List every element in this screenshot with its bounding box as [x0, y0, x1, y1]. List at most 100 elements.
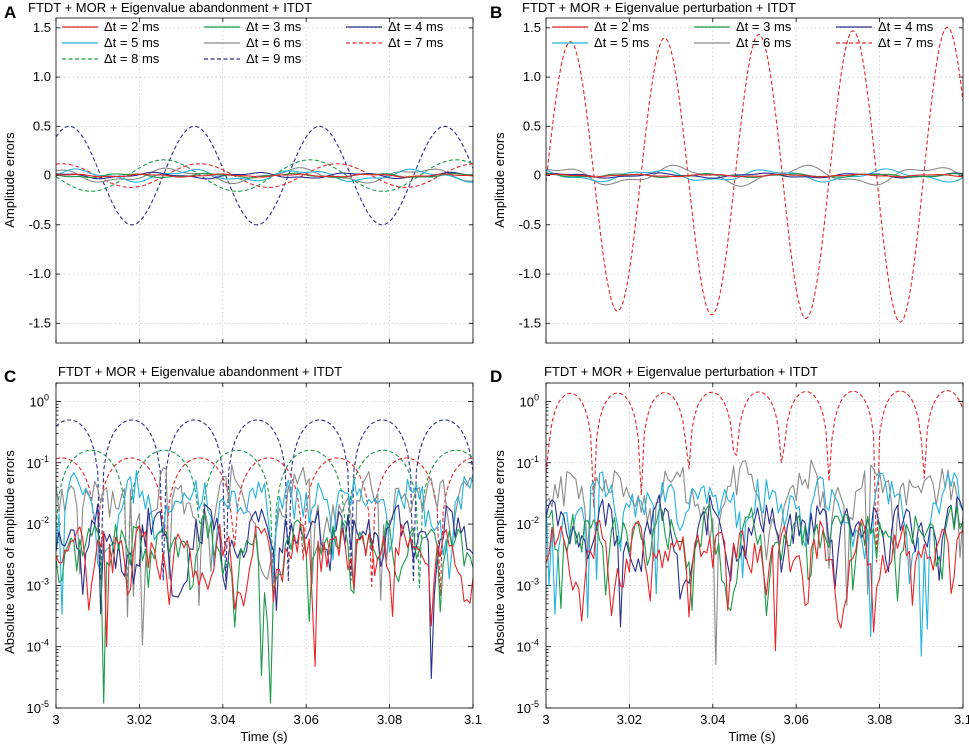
panel-a-axes-frame — [55, 17, 474, 344]
panel-a-legend-label-dt5: Δt = 5 ms — [104, 35, 160, 50]
panel-d-xtick-label: 3.06 — [784, 712, 809, 727]
panel-c-ytick-label: 10-5 — [27, 699, 49, 716]
panel-b-series-dt7 — [546, 26, 963, 323]
panel-d-series-dt3 — [546, 503, 963, 616]
panel-a-series-group — [56, 125, 473, 226]
panel-c-xtick-label: 3.02 — [127, 712, 152, 727]
panel-d-letter: D — [490, 367, 502, 386]
panel-b-ytick-label: 0.5 — [523, 118, 541, 133]
panel-a-ytick-label: -1.0 — [29, 266, 51, 281]
panel-b-series-group — [546, 26, 963, 323]
panel-c-series-dt8 — [56, 449, 473, 589]
panel-d-ytick-label: 10-4 — [517, 638, 539, 655]
panel-b-ytick-label: -0.5 — [519, 217, 541, 232]
panel-b-axes-frame — [545, 17, 964, 344]
panel-d-series-group — [546, 390, 963, 666]
panel-a: A FTDT + MOR + Eigenvalue abandonment + … — [2, 0, 474, 344]
panel-a-series-dt7 — [56, 163, 473, 188]
panel-c-ytick-label: 10-3 — [27, 576, 49, 593]
panel-a-series-dt5 — [56, 168, 473, 183]
panel-d-title: FTDT + MOR + Eigenvalue perturbation + I… — [544, 364, 818, 379]
panel-a-ytick-label: 1.0 — [33, 69, 51, 84]
panel-b-ytick-label: -1.0 — [519, 266, 541, 281]
panel-c-series-dt2 — [56, 523, 473, 667]
panel-a-series-dt8 — [56, 159, 473, 192]
panel-c-xtick-label: 3.08 — [377, 712, 402, 727]
panel-d-ytick-label: 100 — [520, 392, 539, 409]
panel-c-letter: C — [4, 367, 16, 386]
panel-d-xtick-label: 3.1 — [954, 712, 969, 727]
panel-c-ytick-label: 10-4 — [27, 638, 49, 655]
panel-b-legend-label-dt4: Δt = 4 ms — [878, 19, 934, 34]
panel-c: C FTDT + MOR + Eigenvalue abandonment + … — [2, 364, 482, 744]
panel-a-legend-label-dt7: Δt = 7 ms — [388, 35, 444, 50]
panel-b-legend-label-dt7: Δt = 7 ms — [878, 35, 934, 50]
panel-b: B FTDT + MOR + Eigenvalue perturbation +… — [490, 0, 964, 344]
panel-c-xlabel: Time (s) — [240, 729, 287, 744]
panel-d-ytick-label: 10-2 — [517, 515, 539, 532]
panel-a-letter: A — [4, 3, 16, 22]
panel-d-ytick-label: 10-3 — [517, 576, 539, 593]
panel-c-series-dt4 — [56, 503, 473, 680]
panel-d-xtick-label: 3.04 — [700, 712, 725, 727]
panel-c-xtick-label: 3 — [52, 712, 59, 727]
panel-b-series-dt2 — [546, 173, 963, 178]
panel-b-ytick-label: 1.0 — [523, 69, 541, 84]
panel-d-series-dt4 — [546, 494, 963, 628]
panel-d-xtick-label: 3 — [542, 712, 549, 727]
panel-b-legend-label-dt6: Δt = 6 ms — [736, 35, 792, 50]
panel-a-legend-label-dt2: Δt = 2 ms — [104, 19, 160, 34]
panel-d-ytick-label: 10-1 — [517, 454, 539, 471]
panel-c-series-group — [56, 419, 473, 704]
panel-c-xtick-label: 3.1 — [464, 712, 482, 727]
panel-d-axes-frame — [545, 382, 964, 709]
panel-c-series-dt3 — [56, 514, 473, 704]
panel-c-series-dt9 — [56, 419, 473, 582]
panel-b-ytick-label: 0 — [534, 168, 541, 183]
panel-a-ylabel: Amplitude errors — [2, 132, 17, 228]
panel-c-ylabel: Absolute values of amplitude errors — [2, 450, 17, 654]
panel-d-ylabel: Absolute values of amplitude errors — [492, 450, 507, 654]
panel-b-series-dt4 — [546, 172, 963, 179]
panel-b-series-dt3 — [546, 173, 963, 179]
panel-c-ytick-label: 100 — [30, 392, 49, 409]
panel-d-xtick-label: 3.08 — [867, 712, 892, 727]
panel-c-series-dt5 — [56, 470, 473, 615]
panel-d-ytick-label: 10-5 — [517, 699, 539, 716]
panel-a-ytick-label: 0.5 — [33, 118, 51, 133]
panel-b-letter: B — [490, 3, 502, 22]
panel-b-series-dt5 — [546, 168, 963, 183]
panel-d-series-dt5 — [546, 471, 963, 657]
panel-b-ytick-label: 1.5 — [523, 20, 541, 35]
panel-a-legend-label-dt9: Δt = 9 ms — [246, 51, 302, 66]
panel-b-title: FTDT + MOR + Eigenvalue perturbation + I… — [522, 0, 796, 15]
panel-c-axes-frame — [55, 382, 474, 709]
panel-b-ytick-label: -1.5 — [519, 315, 541, 330]
panel-a-ytick-label: -1.5 — [29, 315, 51, 330]
panel-c-xtick-label: 3.06 — [294, 712, 319, 727]
panel-c-ytick-label: 10-2 — [27, 515, 49, 532]
panel-a-series-dt2 — [56, 173, 473, 178]
panel-a-title: FTDT + MOR + Eigenvalue abandonment + IT… — [28, 0, 312, 15]
panel-b-legend-label-dt2: Δt = 2 ms — [594, 19, 650, 34]
panel-a-legend-label-dt4: Δt = 4 ms — [388, 19, 444, 34]
panel-c-title: FTDT + MOR + Eigenvalue abandonment + IT… — [58, 364, 342, 379]
panel-c-ytick-label: 10-1 — [27, 454, 49, 471]
panel-b-legend-label-dt3: Δt = 3 ms — [736, 19, 792, 34]
panel-d: D FTDT + MOR + Eigenvalue perturbation +… — [490, 364, 969, 744]
panel-b-ylabel: Amplitude errors — [492, 132, 507, 228]
panel-d-series-dt7 — [546, 390, 963, 563]
panel-d-xtick-label: 3.02 — [617, 712, 642, 727]
panel-a-series-dt9 — [56, 125, 473, 226]
panel-d-xlabel: Time (s) — [728, 729, 775, 744]
panel-c-series-dt6 — [56, 464, 473, 646]
panel-a-ytick-label: -0.5 — [29, 217, 51, 232]
panel-c-series-dt7 — [56, 457, 473, 597]
panel-a-ytick-label: 1.5 — [33, 20, 51, 35]
panel-a-ytick-label: 0 — [44, 168, 51, 183]
panel-a-legend-label-dt8: Δt = 8 ms — [104, 51, 160, 66]
panel-b-legend-label-dt5: Δt = 5 ms — [594, 35, 650, 50]
panel-a-legend-label-dt6: Δt = 6 ms — [246, 35, 302, 50]
panel-a-legend-label-dt3: Δt = 3 ms — [246, 19, 302, 34]
